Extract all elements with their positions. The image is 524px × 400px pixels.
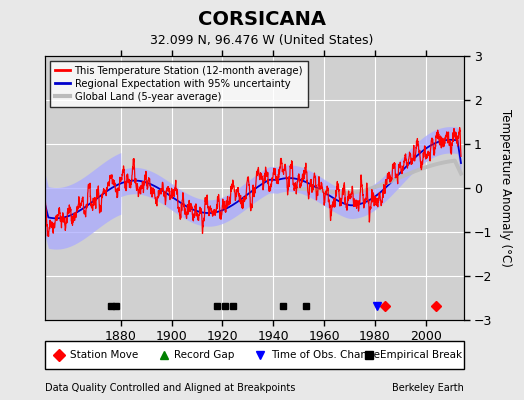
- FancyBboxPatch shape: [45, 341, 464, 370]
- Text: CORSICANA: CORSICANA: [198, 10, 326, 29]
- Y-axis label: Temperature Anomaly (°C): Temperature Anomaly (°C): [499, 109, 512, 267]
- Legend: This Temperature Station (12-month average), Regional Expectation with 95% uncer: This Temperature Station (12-month avera…: [50, 61, 308, 107]
- Text: 32.099 N, 96.476 W (United States): 32.099 N, 96.476 W (United States): [150, 34, 374, 47]
- Text: Berkeley Earth: Berkeley Earth: [392, 383, 464, 393]
- Text: Empirical Break: Empirical Break: [380, 350, 462, 360]
- Text: Station Move: Station Move: [70, 350, 138, 360]
- Text: Record Gap: Record Gap: [174, 350, 235, 360]
- Text: Data Quality Controlled and Aligned at Breakpoints: Data Quality Controlled and Aligned at B…: [45, 383, 295, 393]
- Text: Time of Obs. Change: Time of Obs. Change: [271, 350, 380, 360]
